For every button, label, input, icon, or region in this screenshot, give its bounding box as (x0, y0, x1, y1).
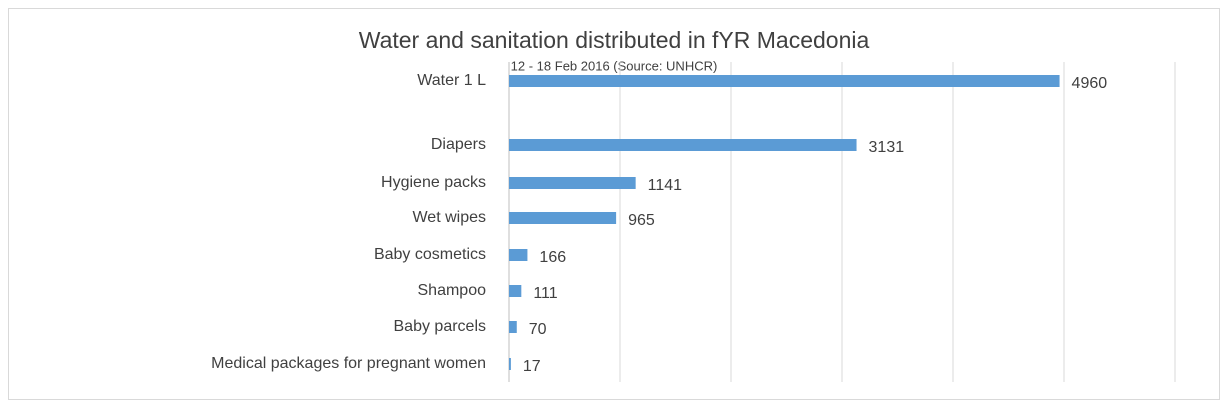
data-label: 70 (529, 321, 547, 338)
category-label: Baby cosmetics (374, 246, 486, 263)
data-label: 4960 (1072, 75, 1108, 92)
bar (509, 75, 1060, 87)
chart-subtitle: 12 - 18 Feb 2016 (Source: UNHCR) (511, 58, 718, 73)
category-label: Diapers (431, 136, 486, 153)
category-label: Wet wipes (412, 209, 486, 226)
data-label: 965 (628, 212, 655, 229)
data-label: 1141 (648, 177, 683, 194)
bar (509, 249, 528, 261)
chart-title: Water and sanitation distributed in fYR … (359, 27, 870, 53)
bar (509, 321, 517, 333)
chart-frame (8, 8, 1220, 400)
bar (509, 285, 522, 297)
bar (509, 177, 636, 189)
data-label: 3131 (869, 139, 905, 156)
bar (509, 139, 857, 151)
data-label: 166 (539, 249, 566, 266)
data-label: 17 (523, 358, 541, 375)
bar (509, 212, 617, 224)
category-label: Medical packages for pregnant women (211, 355, 486, 372)
category-label: Baby parcels (394, 318, 487, 335)
data-label: 111 (533, 285, 557, 302)
category-label: Water 1 L (417, 72, 486, 89)
category-label: Shampoo (418, 282, 487, 299)
bar (509, 358, 511, 370)
category-label: Hygiene packs (381, 174, 486, 191)
